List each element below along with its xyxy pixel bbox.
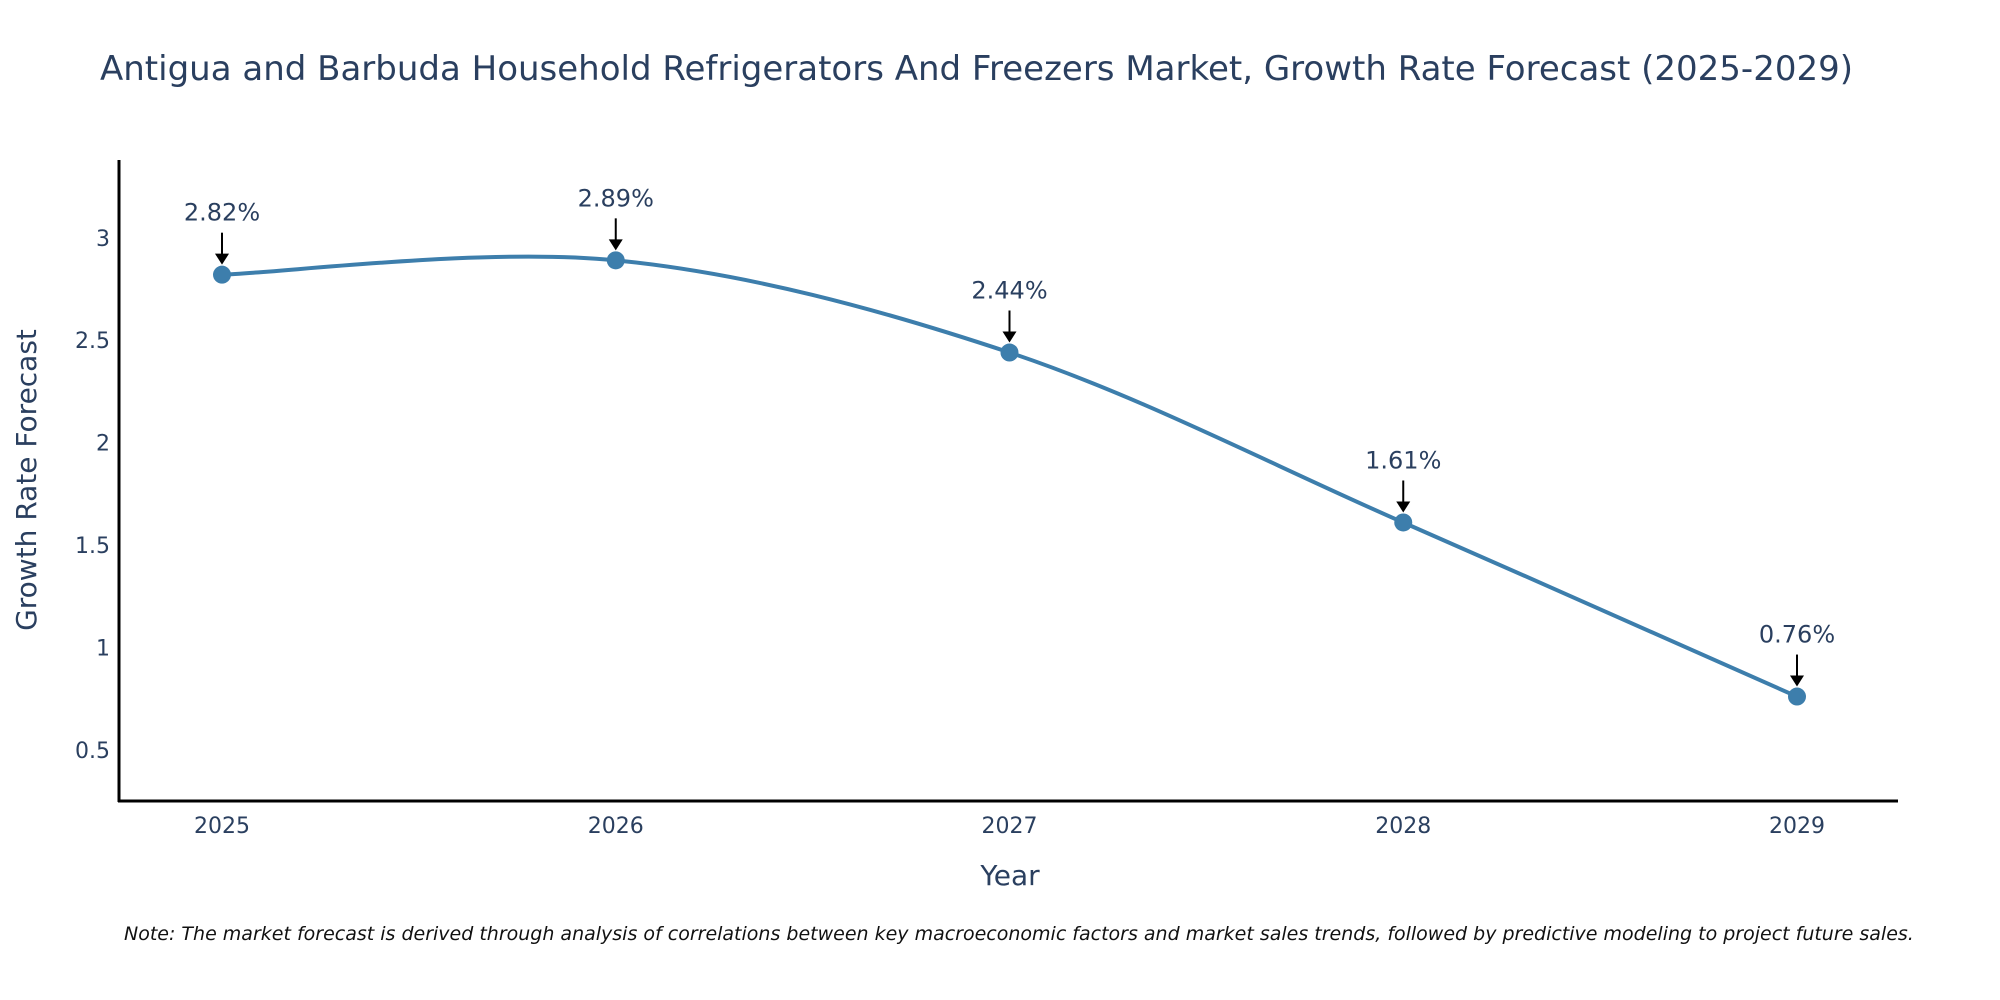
data-label: 1.61% xyxy=(1365,446,1441,474)
y-axis-title: Growth Rate Forecast xyxy=(10,329,43,631)
data-label: 0.76% xyxy=(1759,621,1835,649)
x-tick-label: 2025 xyxy=(194,814,250,839)
y-axis-title-group: Growth Rate Forecast xyxy=(10,329,43,631)
y-tick-label: 2.5 xyxy=(75,329,110,354)
chart-title: Antigua and Barbuda Household Refrigerat… xyxy=(100,49,1853,89)
data-labels: 2.82% 2.89% 2.44% 1.61% 0.76% xyxy=(184,184,1835,648)
data-point-marker xyxy=(1000,343,1019,362)
annotation-arrow-head xyxy=(1396,501,1411,513)
y-tick-label: 3 xyxy=(96,227,110,252)
x-tick-label: 2026 xyxy=(588,814,644,839)
x-tick-label: 2028 xyxy=(1375,814,1431,839)
annotations xyxy=(215,218,1804,687)
x-axis-title: Year xyxy=(979,859,1040,892)
y-tick-label: 1.5 xyxy=(75,534,110,559)
data-label: 2.89% xyxy=(578,184,654,212)
data-point-marker xyxy=(606,251,625,270)
y-tick-label: 2 xyxy=(96,432,110,457)
data-point-marker xyxy=(1788,687,1806,706)
annotation-arrow-head xyxy=(215,253,229,265)
annotation-arrow-head xyxy=(1790,675,1804,687)
data-label: 2.44% xyxy=(971,277,1047,305)
data-point-marker xyxy=(1394,513,1413,532)
y-tick-label: 1 xyxy=(96,636,110,661)
x-ticks: 2025 2026 2027 2028 2029 xyxy=(194,814,1825,839)
x-tick-label: 2027 xyxy=(982,814,1038,839)
y-tick-label: 0.5 xyxy=(75,739,110,764)
forecast-note: Note: The market forecast is derived thr… xyxy=(124,923,1914,945)
x-tick-label: 2029 xyxy=(1769,814,1825,839)
y-ticks: 0.5 1 1.5 2 2.5 3 xyxy=(75,227,110,764)
markers xyxy=(213,251,1806,706)
annotation-arrow-head xyxy=(608,239,623,251)
data-label: 2.82% xyxy=(184,199,260,227)
annotation-arrow-head xyxy=(1002,331,1017,343)
data-point-marker xyxy=(213,265,231,284)
